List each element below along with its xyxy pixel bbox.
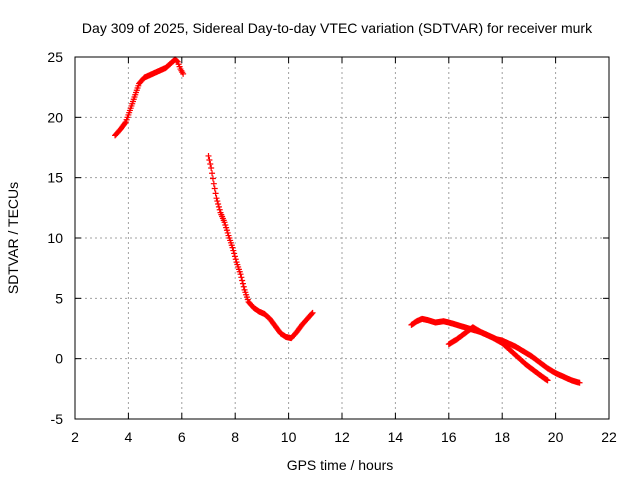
grid-lines <box>75 57 609 419</box>
data-point <box>207 160 214 167</box>
data-point <box>230 247 237 254</box>
data-point <box>229 244 236 251</box>
x-tick-label: 16 <box>441 429 457 445</box>
x-tick-label: 22 <box>601 429 617 445</box>
data-point <box>210 180 217 187</box>
series-segment-2 <box>205 152 316 342</box>
series-segment-4 <box>445 324 551 384</box>
data-point <box>224 229 231 236</box>
y-tick-label: -5 <box>51 411 64 427</box>
data-point <box>221 219 228 226</box>
series-segment-1 <box>112 56 187 139</box>
x-axis-label: GPS time / hours <box>287 457 394 473</box>
x-tick-label: 18 <box>494 429 510 445</box>
data-point <box>205 152 212 159</box>
data-point <box>212 190 219 197</box>
data-point <box>576 379 583 386</box>
data-point <box>216 206 223 213</box>
data-point <box>238 274 245 281</box>
y-tick-label: 25 <box>47 49 63 65</box>
y-axis-label: SDTVAR / TECUs <box>5 182 21 294</box>
chart-title: Day 309 of 2025, Sidereal Day-to-day VTE… <box>82 20 593 36</box>
data-point <box>214 198 221 205</box>
data-point <box>237 271 244 278</box>
x-tick-label: 2 <box>71 429 79 445</box>
data-point <box>239 277 246 284</box>
data-point <box>544 377 551 384</box>
x-tick-label: 14 <box>388 429 404 445</box>
tick-labels: 2 4 6 8 10 12 14 16 18 20 22 -5 0 5 10 15 20 25 <box>47 49 617 445</box>
data-point <box>121 120 128 127</box>
x-tick-label: 6 <box>178 429 186 445</box>
data-point <box>309 309 316 316</box>
y-tick-label: 0 <box>55 351 63 367</box>
data-point <box>206 156 213 163</box>
data-point <box>209 170 216 177</box>
x-tick-label: 20 <box>548 429 564 445</box>
axis-ticks <box>74 56 610 420</box>
data-point <box>240 283 247 290</box>
x-tick-label: 8 <box>231 429 239 445</box>
y-tick-label: 15 <box>47 170 63 186</box>
data-point <box>209 175 216 182</box>
y-tick-label: 10 <box>47 230 63 246</box>
series-segment-3 <box>408 315 583 386</box>
data-point <box>215 200 222 207</box>
data-point <box>213 195 220 202</box>
data-point <box>239 280 246 287</box>
data-point <box>222 221 229 228</box>
data-point <box>231 250 238 257</box>
data-point <box>208 165 215 172</box>
y-tick-label: 20 <box>47 109 63 125</box>
y-tick-label: 5 <box>55 290 63 306</box>
data-point <box>308 310 315 317</box>
data-point <box>215 203 222 210</box>
data-point <box>223 224 230 231</box>
data-point <box>223 227 230 234</box>
data-point <box>173 58 180 65</box>
data-point <box>180 70 187 77</box>
data-point <box>231 253 238 260</box>
data-point <box>232 256 239 263</box>
data-series <box>112 56 583 386</box>
x-tick-label: 10 <box>281 429 297 445</box>
x-tick-label: 4 <box>125 429 133 445</box>
x-tick-label: 12 <box>334 429 350 445</box>
data-point <box>211 185 218 192</box>
